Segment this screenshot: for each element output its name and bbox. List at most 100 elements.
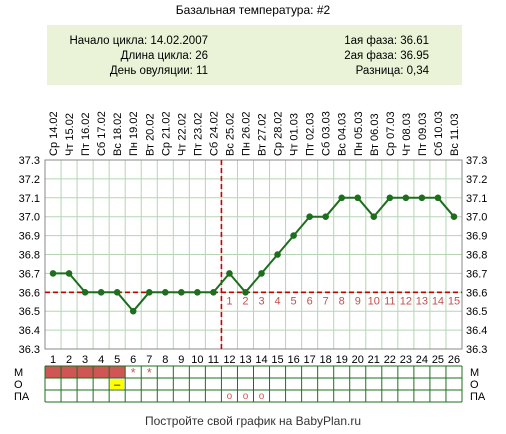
date-label: Ср 21.02 [160,111,172,156]
footer-text: Постройте свой график на BabyPlan.ru [144,414,362,428]
day-number: 17 [304,354,316,366]
row-label-right: О [470,379,479,391]
temperature-point [338,194,346,202]
post-ovulation-day: 1 [226,295,232,307]
date-label: Пт 23.02 [192,112,204,156]
temperature-point [242,289,249,296]
phase2-text: 2ая фаза: 36.95 [344,50,429,62]
post-ovulation-day: 15 [448,295,460,307]
phase1-text: 1ая фаза: 36.61 [344,35,429,47]
temperature-point [194,289,201,296]
day-number: 23 [400,354,412,366]
y-tick-label-left: 36.8 [19,250,40,262]
date-label: Сб 24.02 [208,111,220,156]
y-tick-label-right: 37.3 [466,155,487,167]
temperature-point [450,213,458,220]
discharge-mark: – [114,379,121,391]
y-tick-label-right: 36.5 [466,306,487,318]
date-label: Пн 05.03 [353,111,365,156]
day-number: 14 [255,354,267,366]
menstruation-cell [109,366,126,378]
y-tick-label-left: 36.4 [19,325,40,337]
chart-title: Базальная температура: #2 [175,3,331,17]
menstruation-cell [93,366,110,378]
date-label: Вс 25.02 [224,113,236,156]
temperature-point [386,194,394,202]
difference-text: Разница: 0,34 [355,65,429,77]
post-ovulation-day: 2 [242,295,248,307]
day-number: 5 [114,354,120,366]
temperature-point [322,213,329,220]
temperature-point [81,289,89,296]
day-number: 19 [336,354,348,366]
post-ovulation-day: 6 [307,295,313,307]
temperature-point [210,289,217,296]
temperature-point [226,270,233,277]
date-label: Вс 18.02 [112,113,124,156]
y-tick-label-left: 36.3 [19,344,40,356]
date-label: Вс 04.03 [337,113,349,156]
date-label: Ср 07.03 [385,111,397,156]
post-ovulation-day: 5 [291,295,297,307]
y-tick-label-left: 37.1 [19,193,40,205]
menstruation-cell [61,366,78,378]
day-number: 1 [50,354,56,366]
temperature-point [418,194,426,202]
menstruation-star: * [131,365,136,380]
day-number: 16 [287,354,299,366]
temperature-point [402,194,410,202]
y-tick-label-right: 36.6 [466,287,487,299]
date-label: Пт 02.03 [305,112,317,156]
y-tick-label-left: 37.0 [19,212,40,224]
post-ovulation-day: 10 [368,295,380,307]
day-number: 22 [384,354,396,366]
temperature-point [49,270,57,277]
temperature-point [290,232,297,239]
date-label: Вт 06.03 [369,113,381,156]
row-label-left: ПА [14,391,30,403]
discharge-cell [110,379,125,389]
temperature-point [306,213,313,220]
date-label: Пт 16.02 [80,112,92,156]
post-ovulation-day: 13 [416,295,428,307]
temperature-point [178,289,185,296]
y-tick-label-left: 36.7 [19,268,40,280]
day-number: 24 [416,354,428,366]
row-label-right: ПА [470,391,486,403]
date-label: Ср 14.02 [48,111,60,156]
temperature-point [113,289,121,296]
temperature-point [97,289,105,296]
y-tick-label-right: 36.4 [466,325,487,337]
intercourse-mark: o [227,391,233,402]
ovulation-day-text: День овуляции: 11 [109,65,208,77]
date-label: Ср 28.02 [273,111,285,156]
y-tick-label-left: 36.6 [19,287,40,299]
day-number: 11 [208,354,219,366]
temperature-point [129,307,137,315]
day-number: 10 [191,354,203,366]
post-ovulation-day: 9 [355,295,361,307]
temperature-point [370,213,378,220]
y-tick-label-right: 37.2 [466,174,487,186]
post-ovulation-day: 12 [400,295,412,307]
temperature-point [65,270,73,277]
post-ovulation-day: 4 [274,295,280,307]
row-label-left: О [14,379,23,391]
date-label: Сб 17.02 [96,111,108,156]
cycle-start-text: Начало цикла: 14.02.2007 [69,35,209,47]
y-tick-label-right: 37.0 [466,212,487,224]
date-label: Чт 01.03 [289,113,301,156]
day-number: 9 [178,354,184,366]
cycle-info-panel: Начало цикла: 14.02.2007 Длина цикла: 26… [47,25,462,85]
day-number: 8 [162,354,168,366]
day-number: 3 [82,354,88,366]
day-number: 4 [98,354,104,366]
post-ovulation-day: 8 [339,295,345,307]
day-number: 20 [352,354,364,366]
day-number: 26 [448,354,460,366]
date-label: Вс 11.03 [449,113,461,156]
day-number: 12 [223,354,235,366]
temperature-point [145,289,153,296]
y-tick-label-left: 37.2 [19,174,40,186]
